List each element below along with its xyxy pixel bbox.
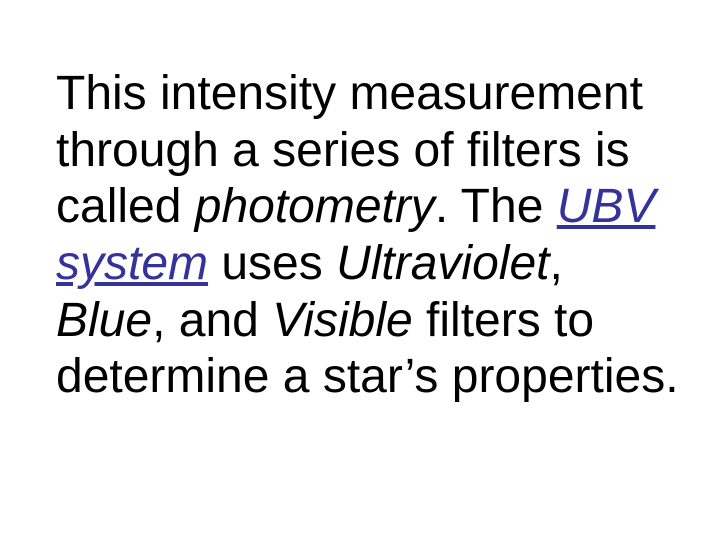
text-plain: , bbox=[549, 237, 562, 290]
text-plain: , and bbox=[152, 294, 272, 347]
term-visible: Visible bbox=[272, 294, 413, 347]
term-blue: Blue bbox=[56, 294, 152, 347]
term-photometry: photometry bbox=[195, 180, 435, 233]
slide: This intensity measurement through a ser… bbox=[0, 0, 720, 540]
text-plain: uses bbox=[208, 237, 336, 290]
paragraph: This intensity measurement through a ser… bbox=[56, 66, 680, 406]
text-plain: . The bbox=[435, 180, 557, 233]
term-ultraviolet: Ultraviolet bbox=[336, 237, 549, 290]
